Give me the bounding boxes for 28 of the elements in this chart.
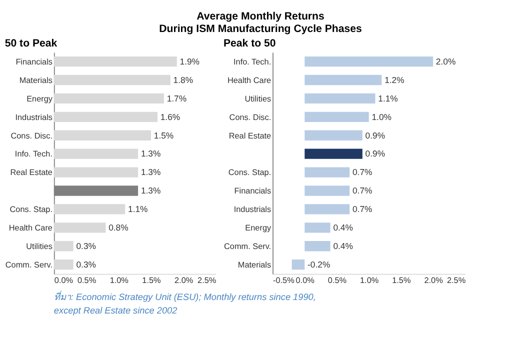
data-label: 1.3% bbox=[140, 186, 161, 196]
text: ที่มา: Economic Strategy Unit (ESU); Monthly returns since 1990, except Real Estate since 2002 bbox=[54, 290, 316, 316]
data-label: 1.0% bbox=[372, 112, 392, 122]
data-label: 1.3% bbox=[140, 148, 161, 159]
data-label: 1.7% bbox=[166, 93, 187, 104]
data-label: 0.7% bbox=[352, 186, 373, 196]
data-label: 1.6% bbox=[160, 112, 180, 122]
data-label: 1.8% bbox=[173, 74, 194, 85]
data-label: 1.2% bbox=[384, 74, 405, 85]
text: Average Monthly Returns During ISM Manufacturing Cycle Phases bbox=[159, 10, 362, 36]
data-label: 1.1% bbox=[378, 93, 398, 104]
data-label: 0.7% bbox=[352, 204, 373, 214]
data-label: 0.4% bbox=[333, 222, 354, 233]
data-label: 0.8% bbox=[108, 222, 129, 233]
data-label: -0.2% bbox=[308, 259, 330, 270]
data-label: 0.3% bbox=[76, 259, 96, 270]
data-label: 0.9% bbox=[365, 130, 386, 140]
data-label: 0.9% bbox=[365, 148, 386, 159]
data-label: 0.4% bbox=[333, 241, 354, 252]
data-label: 1.3% bbox=[140, 167, 161, 178]
data-label: 0.3% bbox=[76, 241, 96, 252]
data-label: 0.7% bbox=[352, 167, 373, 178]
chart-subtitle: 50 to Peak bbox=[4, 38, 58, 50]
chart-subtitle: Peak to 50 bbox=[223, 38, 276, 50]
data-label: 1.1% bbox=[128, 204, 148, 214]
data-label: 2.0% bbox=[436, 56, 456, 66]
data-label: 1.5% bbox=[154, 130, 174, 140]
data-label: 1.9% bbox=[180, 56, 200, 66]
